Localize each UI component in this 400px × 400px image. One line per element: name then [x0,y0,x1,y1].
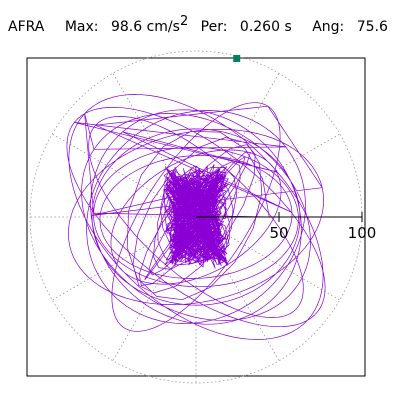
plot-frame [26,57,366,377]
radial-axis: 50 100 [196,212,376,242]
max-value: 98.6 [110,19,143,35]
plot-header: AFRA Max: 98.6 cm/s2 Per: 0.260 s Ang: 7… [8,14,388,35]
motion-trace [66,94,326,340]
radial-tick-label: 50 [269,224,288,242]
max-unit: cm/s [146,19,180,35]
period-value: 0.260 s [239,19,292,35]
radial-tick-label: 100 [348,224,377,242]
max-label: Max: [64,19,99,35]
period-label: Per: [200,19,228,35]
max-unit-exponent: 2 [179,14,189,29]
trace-path [66,94,326,340]
station-code: AFRA [8,19,45,35]
max-amplitude-marker [233,54,241,62]
angle-value: 75.6 [356,19,388,35]
max-marker [233,54,241,62]
angle-label: Ang: [312,19,345,35]
